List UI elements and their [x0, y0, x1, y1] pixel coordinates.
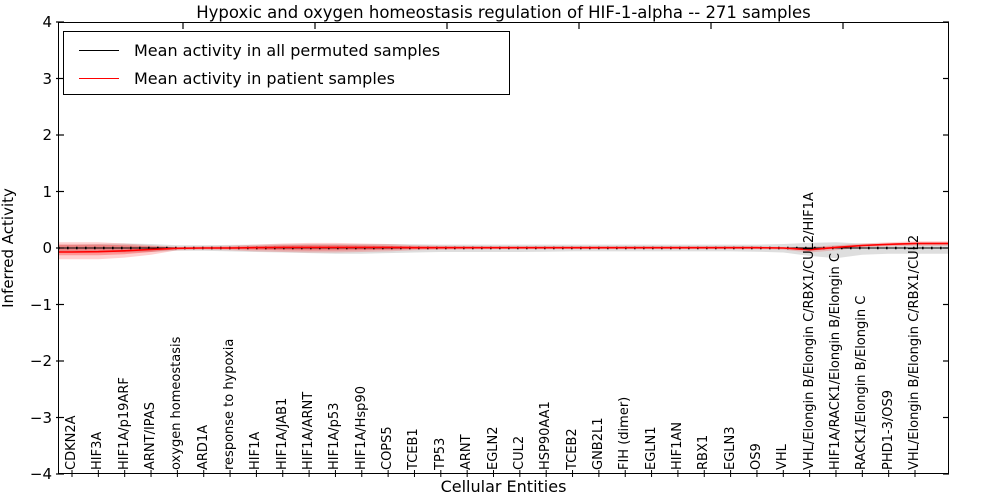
x-tick-label: OS9 — [748, 443, 764, 470]
y-tick-label: 4 — [42, 13, 52, 31]
legend-item-permuted: Mean activity in all permuted samples — [64, 36, 509, 64]
x-tick-label: TCEB2 — [564, 428, 580, 470]
y-tick-label: 1 — [42, 182, 52, 201]
x-tick-label: VHL — [775, 444, 791, 470]
x-tick-label: HSP90AA1 — [538, 401, 554, 470]
x-tick-label: RBX1 — [696, 434, 712, 470]
x-tick-label: COPS5 — [380, 426, 396, 470]
x-tick-label: HIF1A — [248, 431, 264, 470]
permuted-confidence-band — [58, 242, 949, 259]
x-tick-label: HIF1A/p19ARF — [116, 377, 132, 470]
y-tick-label: −1 — [29, 295, 52, 314]
x-tick-label: VHL/Elongin B/Elongin C/RBX1/CUL2 — [907, 234, 922, 470]
x-tick-label: HIF3A — [90, 431, 106, 470]
x-tick-label: ARNT — [459, 434, 475, 470]
x-tick-label: ARD1A — [195, 424, 211, 470]
x-axis-label: Cellular Entities — [440, 477, 567, 496]
x-tick-label: HIF1A/JAB1 — [274, 397, 290, 470]
x-tick-label: FIH (dimer) — [617, 396, 633, 470]
x-tick-label: CUL2 — [511, 435, 527, 470]
x-tick-label: TP53 — [432, 437, 448, 470]
patient-confidence-band-inner — [58, 242, 949, 256]
chart-title: Hypoxic and oxygen homeostasis regulatio… — [196, 3, 811, 22]
y-tick-label: −3 — [29, 408, 52, 427]
x-tick-label: EGLN2 — [485, 426, 501, 470]
x-tick-label: RACK1/Elongin B/Elongin C — [854, 295, 870, 470]
legend: Mean activity in all permuted samples Me… — [63, 31, 510, 95]
x-tick-label: VHL/Elongin B/Elongin C/RBX1/CUL2/HIF1A — [801, 192, 817, 470]
x-tick-label: oxygen homeostasis — [169, 336, 185, 470]
x-tick-label: response to hypoxia — [222, 338, 238, 470]
x-tick-label: GNB2L1 — [590, 417, 606, 470]
legend-item-patient: Mean activity in patient samples — [64, 64, 509, 92]
patient-confidence-band-outer — [58, 241, 949, 260]
x-tick-label: EGLN1 — [643, 426, 659, 470]
x-tick-label: ARNT/IPAS — [143, 402, 159, 470]
y-tick-label: 2 — [42, 126, 52, 144]
x-tick-label: HIF1A/ARNT — [301, 391, 317, 470]
x-tick-label: EGLN3 — [722, 426, 738, 470]
x-tick-label: PHD1-3/OS9 — [880, 390, 896, 470]
data-layer — [58, 241, 949, 260]
y-tick-label: −4 — [29, 465, 52, 483]
y-tick-label: 3 — [42, 69, 52, 88]
x-tick-label: HIF1A/Hsp90 — [353, 386, 369, 470]
legend-label-patient: Mean activity in patient samples — [134, 68, 395, 88]
x-tick-label: HIF1AN — [669, 422, 685, 470]
y-tick-label: −2 — [29, 352, 52, 370]
permuted-line-swatch-icon — [79, 49, 119, 51]
x-tick-label: HIF1A/RACK1/Elongin B/Elongin C — [827, 253, 843, 470]
x-tick-label: CDKN2A — [64, 415, 79, 470]
x-tick-label: HIF1A/p53 — [327, 402, 343, 470]
legend-label-permuted: Mean activity in all permuted samples — [134, 40, 441, 60]
y-tick-label: 0 — [42, 239, 52, 257]
x-tick-label: TCEB1 — [406, 428, 422, 470]
patient-mean-line — [58, 242, 949, 253]
patient-line-swatch-icon — [79, 77, 119, 79]
